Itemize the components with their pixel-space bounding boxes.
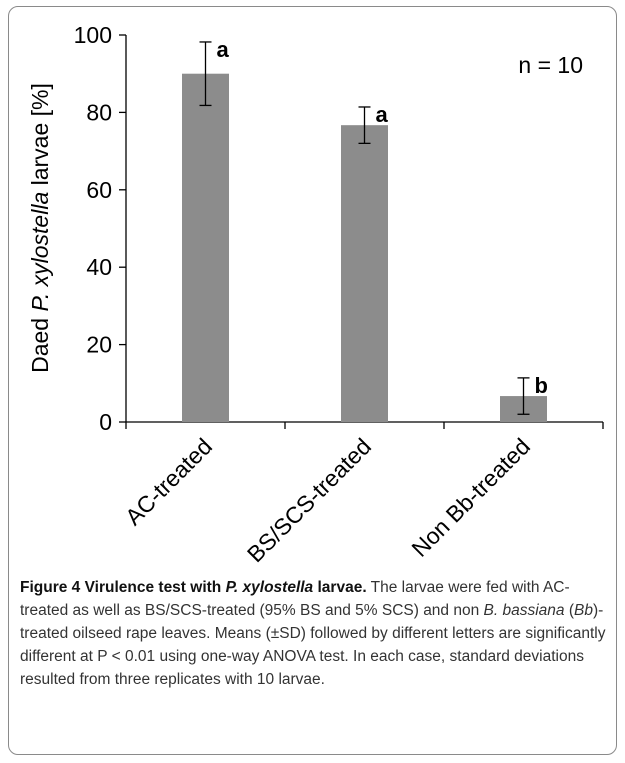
caption-title: Figure 4 Virulence test with P. xylostel…	[20, 579, 367, 596]
error-bar	[199, 41, 212, 107]
figure-caption: Figure 4 Virulence test with P. xylostel…	[20, 579, 606, 688]
x-tick-label: BS/SCS-treated	[242, 433, 376, 567]
bar-chart: 0 20 40 60 80 100 AC-treated BS/SCS-treated Non…	[27, 22, 604, 567]
significance-letter: b	[535, 373, 548, 398]
bar	[341, 125, 388, 423]
y-tick-label: 60	[86, 177, 112, 203]
y-tick-label: 100	[74, 22, 112, 48]
figure-frame	[8, 6, 617, 755]
y-tick-label: 0	[99, 409, 112, 435]
significance-letter: a	[376, 102, 389, 127]
y-axis-label: Daed P. xylostella larvae [%]	[27, 83, 53, 373]
error-bar	[358, 106, 371, 145]
y-tick-label: 20	[86, 332, 112, 358]
bar	[182, 73, 229, 422]
y-tick-label: 40	[86, 254, 112, 280]
error-bar	[517, 377, 530, 415]
x-tick-label: Non Bb-treated	[406, 433, 535, 562]
y-tick-label: 80	[86, 99, 112, 125]
x-tick-label: AC-treated	[120, 433, 217, 530]
significance-letter: a	[217, 37, 230, 62]
sample-size-annotation: n = 10	[518, 52, 583, 78]
